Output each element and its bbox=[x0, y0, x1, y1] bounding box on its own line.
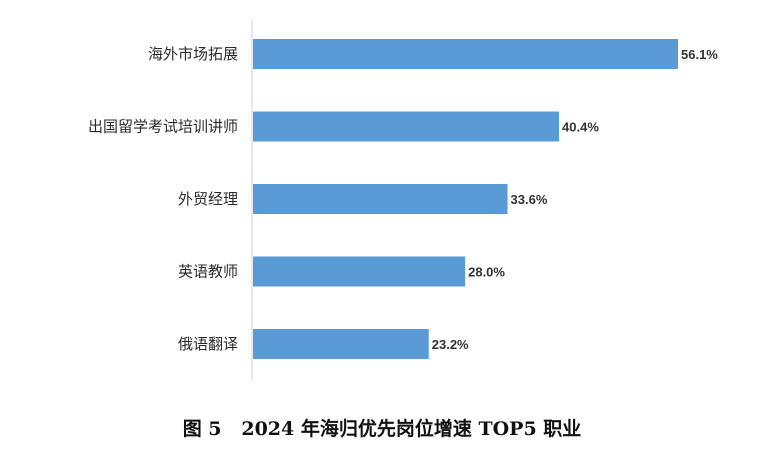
bar bbox=[253, 256, 466, 287]
category-label: 海外市场拓展 bbox=[148, 45, 238, 63]
value-label: 33.6% bbox=[511, 192, 548, 207]
value-label: 40.4% bbox=[562, 120, 599, 135]
bar bbox=[253, 111, 560, 142]
category-label: 外贸经理 bbox=[178, 190, 238, 208]
category-label: 出国留学考试培训讲师 bbox=[88, 118, 238, 136]
value-label: 23.2% bbox=[432, 337, 469, 352]
bar bbox=[253, 184, 508, 214]
chart: 海外市场拓展 56.1% 出国留学考试培训讲师 40.4% 外贸经理 33.6% 英语教师 2… bbox=[88, 20, 718, 380]
figure-caption: 图 5 2024 年海归优先岗位增速 TOP5 职业 bbox=[182, 418, 582, 440]
bar bbox=[253, 39, 678, 69]
value-label: 56.1% bbox=[681, 47, 718, 62]
bar bbox=[253, 329, 429, 359]
value-label: 28.0% bbox=[468, 265, 505, 280]
category-label: 俄语翻译 bbox=[178, 335, 238, 353]
category-label: 英语教师 bbox=[178, 263, 238, 281]
